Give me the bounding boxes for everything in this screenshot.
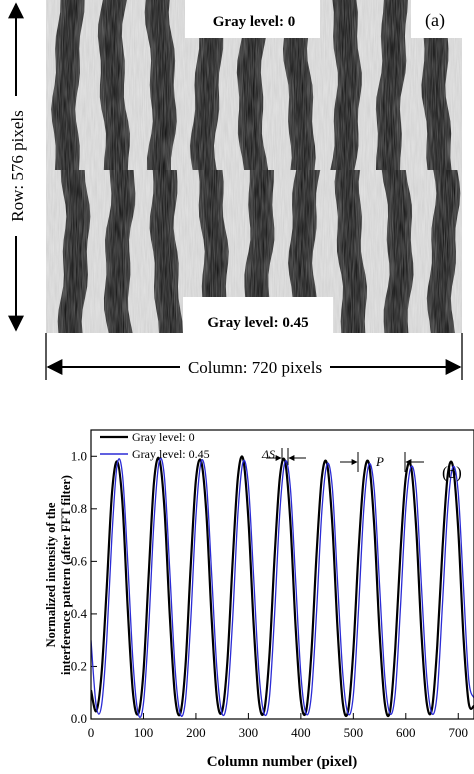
x-tick-label: 600	[396, 725, 416, 740]
top-label-box	[185, 0, 320, 38]
y-axis-label: Normalized intensity of the interference…	[44, 475, 73, 675]
period-label: P	[375, 454, 384, 469]
column-label-gap	[180, 355, 330, 379]
dark-fringe	[467, 0, 474, 170]
x-tick-label: 200	[186, 725, 206, 740]
legend: Gray level: 0 Gray level: 0.45	[100, 430, 210, 461]
x-axis-label: Column number (pixel)	[207, 754, 358, 770]
x-tick-label: 400	[291, 725, 311, 740]
delta-s-annotation: ΔS	[261, 447, 306, 465]
y-axis-label-line-2: interference pattern (after FFT filter)	[59, 475, 73, 675]
x-tick-label: 700	[449, 725, 469, 740]
panel-a-label-box	[411, 0, 462, 38]
axis-ticks: 0 100 200 300 400 500 600 700 0.0 0.2 0.4 0.6 0.8 1.0	[71, 448, 468, 740]
delta-s-label: ΔS	[261, 447, 275, 461]
legend-label-gray-045: Gray level: 0.45	[132, 447, 210, 461]
y-tick-label: 0.4	[71, 606, 88, 621]
legend-label-gray-0: Gray level: 0	[132, 430, 195, 444]
plot-series	[91, 455, 474, 718]
bottom-label-box	[183, 297, 333, 335]
x-tick-label: 300	[239, 725, 259, 740]
y-tick-label: 0.0	[71, 711, 87, 726]
y-axis-label-line-1: Normalized intensity of the	[44, 502, 58, 647]
series-gray-045	[91, 457, 474, 718]
top-gray-label: Gray level: 0	[213, 14, 295, 30]
bottom-gray-label: Gray level: 0.45	[207, 315, 308, 331]
x-tick-label: 500	[344, 725, 364, 740]
period-annotation: P	[340, 452, 424, 472]
panel-b-label: (b)	[442, 463, 462, 482]
row-label-gap	[6, 96, 28, 236]
fringe-grain	[46, 0, 462, 333]
y-tick-label: 1.0	[71, 448, 87, 463]
plot-frame	[90, 429, 474, 720]
panel-a-label: (a)	[425, 10, 445, 31]
y-tick-label: 0.8	[71, 501, 87, 516]
panel-a: Gray level: 0 Gray level: 0.45 (a) Row: …	[6, 0, 474, 380]
x-tick-label: 100	[134, 725, 154, 740]
x-tick-label: 0	[88, 725, 95, 740]
y-tick-label: 0.2	[71, 658, 87, 673]
column-dimension-label: Column: 720 pixels	[188, 358, 322, 377]
y-tick-label: 0.6	[71, 553, 88, 568]
panel-b: 0 100 200 300 400 500 600 700 0.0 0.2 0.4 0.6 0.8 1.0…	[44, 429, 474, 770]
row-dimension-label: Row: 576 pixels	[8, 110, 27, 221]
